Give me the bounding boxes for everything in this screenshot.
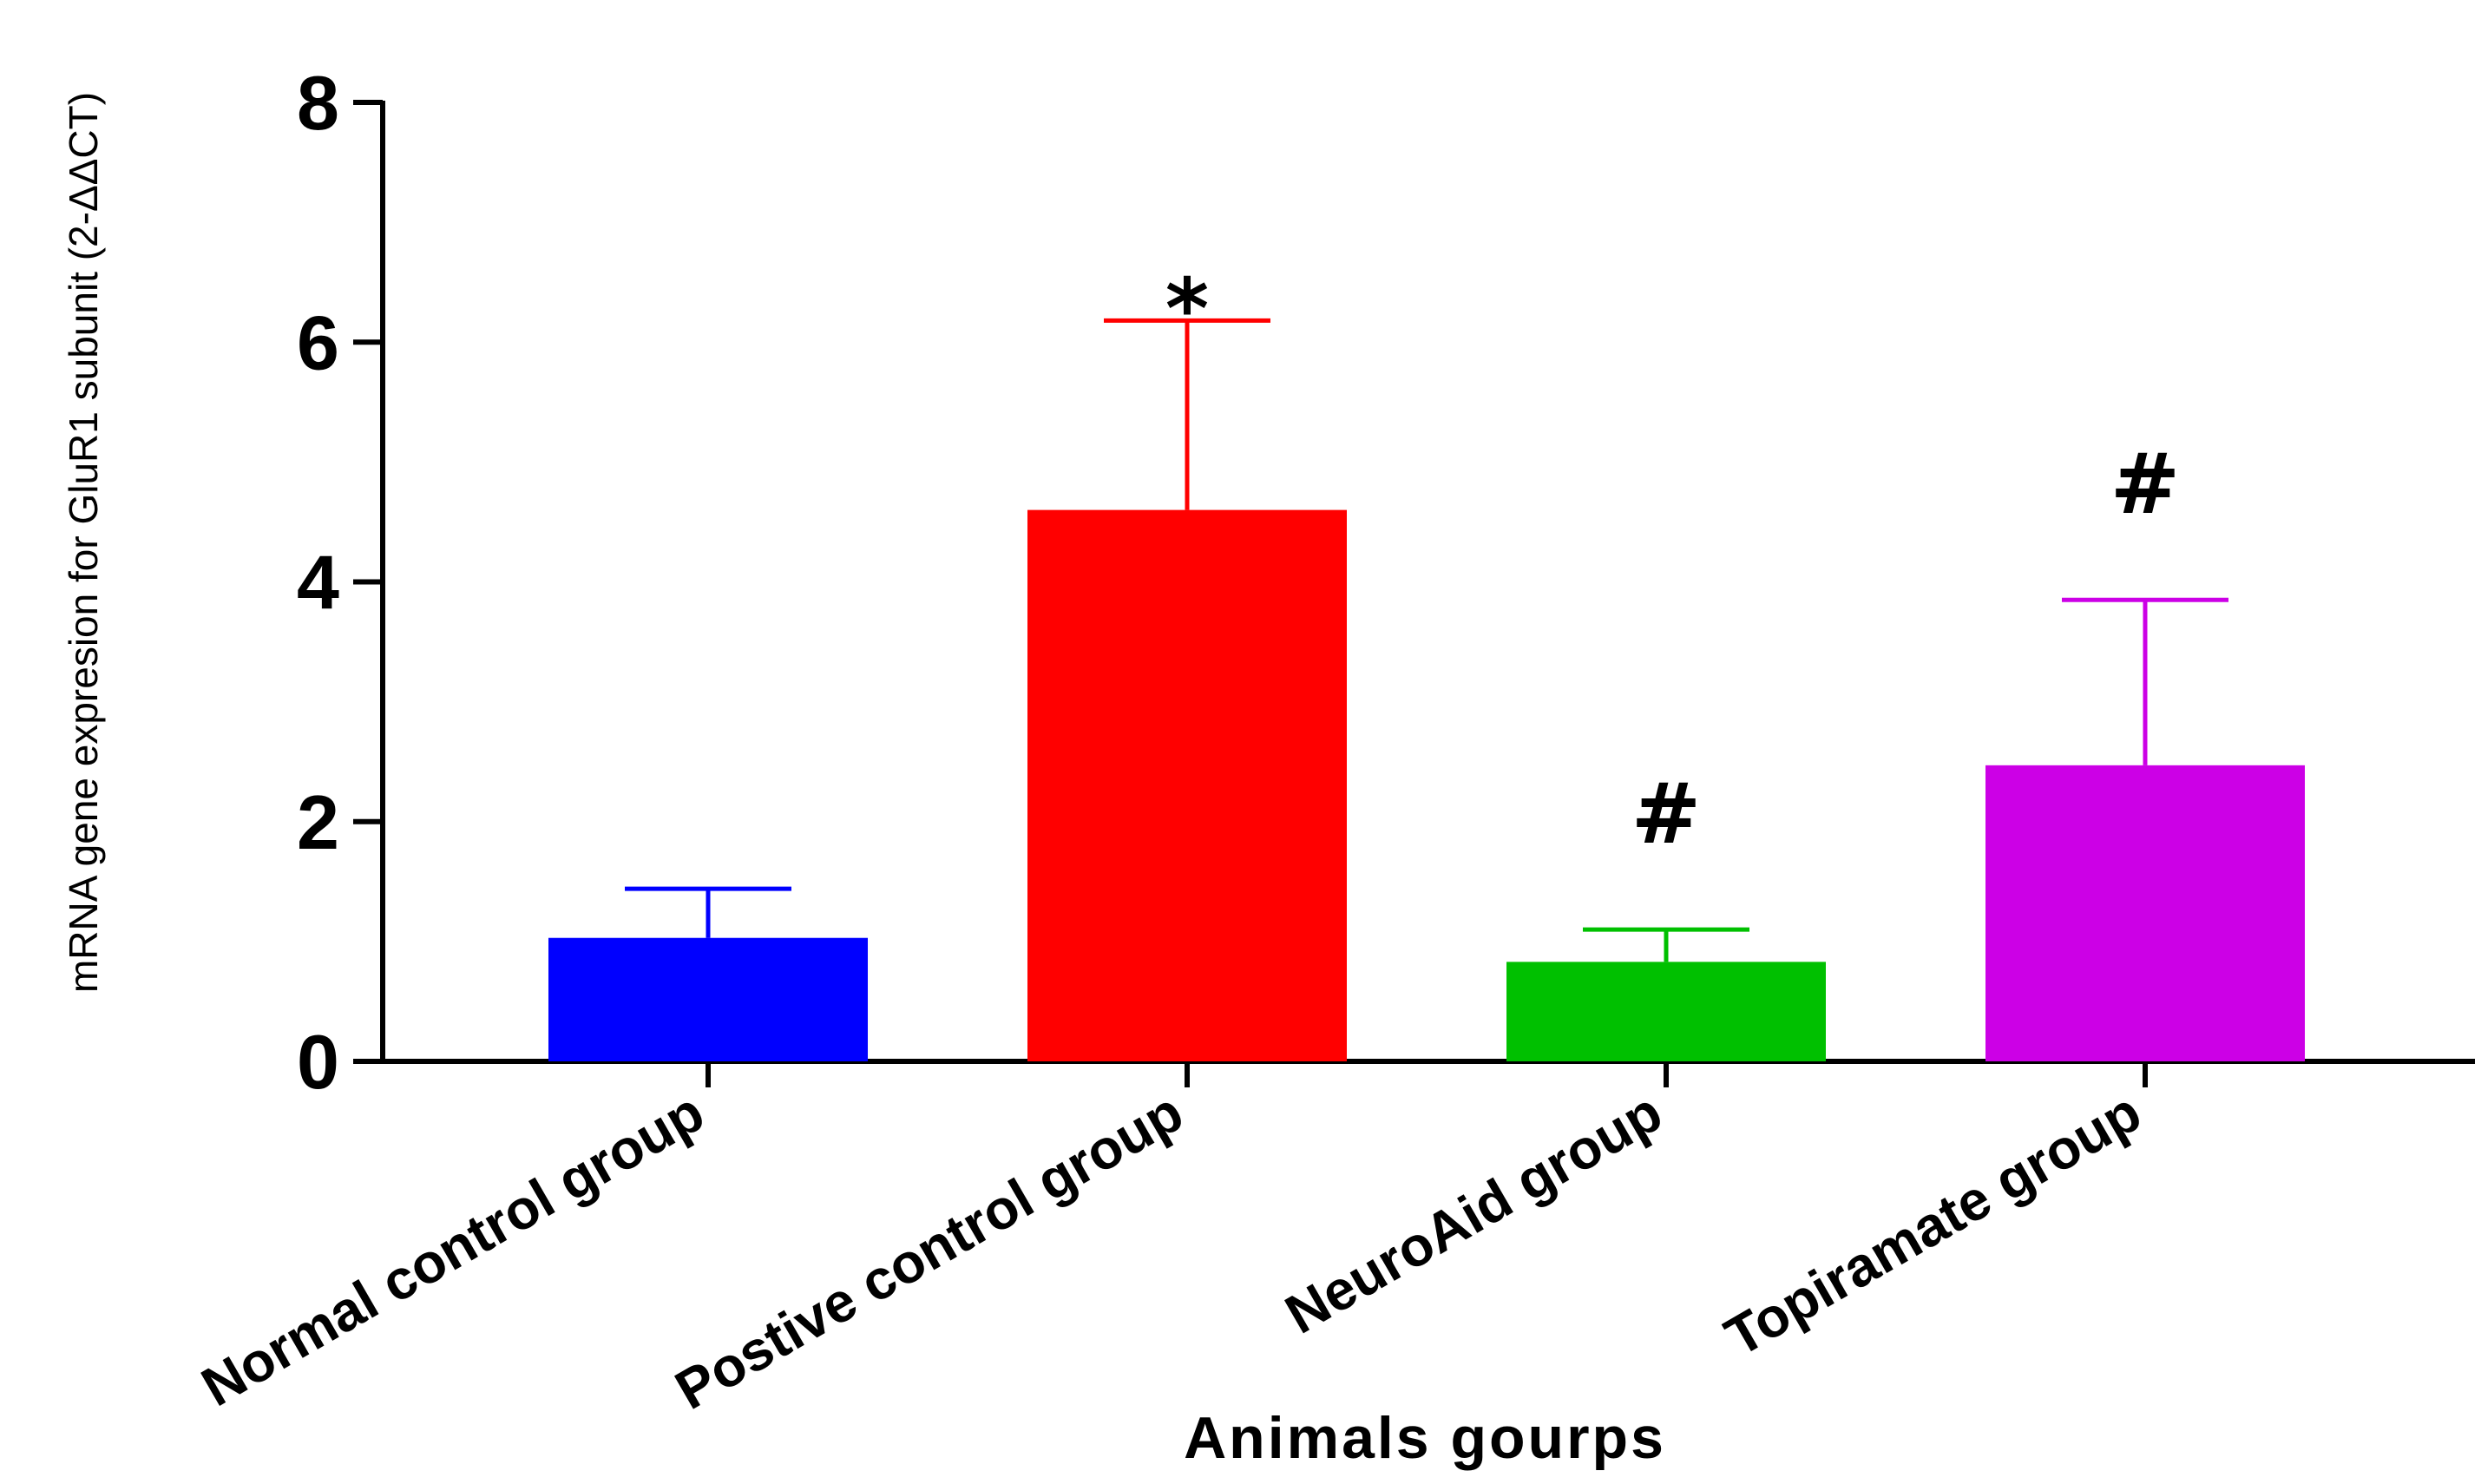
bar xyxy=(1985,765,2305,1061)
bar xyxy=(548,937,868,1061)
x-axis-title: Animals gourps xyxy=(1184,1405,1666,1471)
bar xyxy=(1506,962,1826,1061)
x-tick-label: Normal control group xyxy=(191,1080,714,1418)
significance-label: * xyxy=(1165,260,1209,358)
x-tick-label: Topiramate group xyxy=(1715,1080,2151,1369)
bar xyxy=(1027,509,1347,1061)
significance-label: # xyxy=(1631,765,1701,863)
y-tick-label: 2 xyxy=(297,779,339,865)
x-tick-label: Postive control group xyxy=(665,1080,1193,1422)
x-tick-label: NeuroAid group xyxy=(1275,1080,1672,1346)
y-axis-title: mRNA gene expresion for GluR1 subunit (2… xyxy=(61,92,106,993)
y-tick-label: 4 xyxy=(297,540,339,626)
y-tick-label: 6 xyxy=(297,299,339,385)
y-tick-label: 8 xyxy=(297,60,339,146)
significance-label: # xyxy=(2110,436,2180,533)
y-tick-label: 0 xyxy=(297,1019,339,1105)
